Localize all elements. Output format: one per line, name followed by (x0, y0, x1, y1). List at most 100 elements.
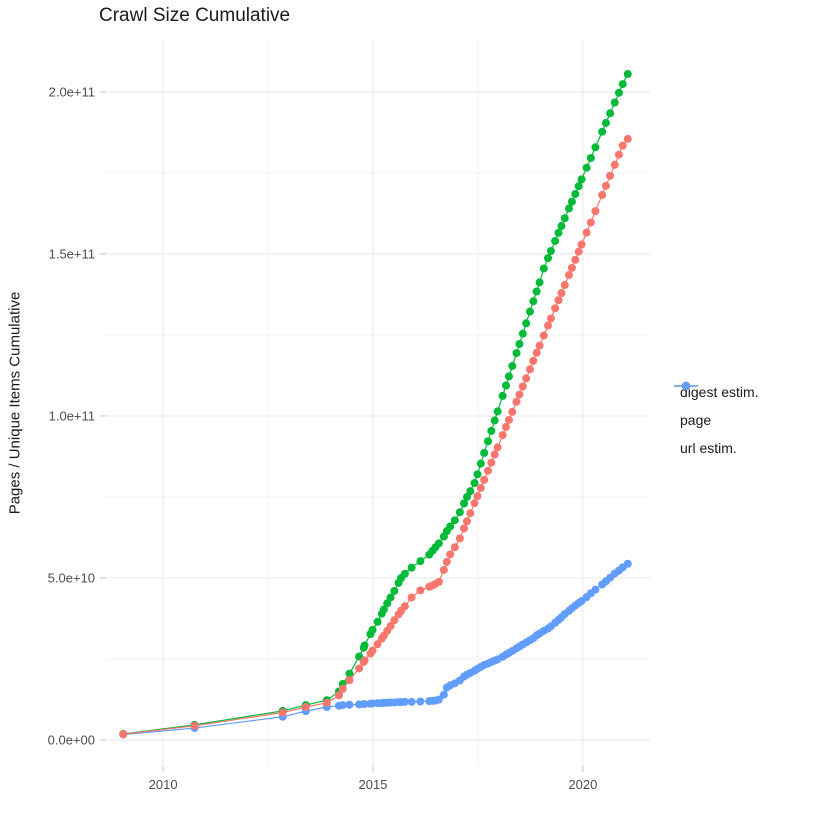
x-tick-label: 2010 (149, 777, 178, 792)
legend-label: digest estim. (680, 384, 759, 400)
data-point-digest-estim (567, 263, 576, 272)
legend: digest estim. page url estim. (671, 378, 759, 462)
data-point-page (483, 437, 492, 446)
data-point-digest-estim (487, 458, 496, 467)
data-point-page (434, 539, 443, 548)
data-point-digest-estim (571, 255, 580, 264)
data-point-digest-estim (525, 365, 534, 374)
data-point-digest-estim (476, 483, 485, 492)
data-point-page (460, 499, 469, 508)
data-point-url-estim (416, 697, 425, 706)
data-point-page (582, 163, 591, 172)
data-point-page (546, 246, 555, 255)
data-point-page (383, 599, 392, 608)
data-point-digest-estim (564, 270, 573, 279)
data-point-digest-estim (498, 431, 507, 440)
data-point-digest-estim (610, 160, 619, 169)
y-tick-label: 2.0e+11 (49, 84, 95, 99)
data-point-url-estim (360, 700, 369, 709)
data-point-digest-estim (512, 397, 521, 406)
data-point-digest-estim (407, 593, 416, 602)
data-point-digest-estim (529, 356, 538, 365)
data-point-digest-estim (504, 415, 513, 424)
data-point-digest-estim (606, 171, 615, 180)
data-point-digest-estim (466, 509, 475, 518)
data-point-digest-estim (591, 207, 600, 216)
data-point-page (532, 287, 541, 296)
data-point-digest-estim (439, 565, 448, 574)
data-point-digest-estim (373, 640, 382, 649)
data-point-page (508, 362, 517, 371)
data-point-page (557, 222, 566, 231)
data-point-page (614, 88, 623, 97)
data-point-page (416, 557, 425, 566)
data-point-page (512, 349, 521, 358)
data-point-page (618, 80, 627, 89)
data-point-digest-estim (386, 621, 395, 630)
data-point-digest-estim (601, 181, 610, 190)
data-point-page (529, 297, 538, 306)
data-point-digest-estim (416, 586, 425, 595)
data-point-page (476, 459, 485, 468)
data-point-page (554, 228, 563, 237)
data-point-digest-estim (455, 534, 464, 543)
data-point-digest-estim (483, 466, 492, 475)
data-point-page (574, 182, 583, 191)
data-point-digest-estim (345, 676, 354, 685)
data-point-page (544, 254, 552, 263)
data-point-page (446, 522, 455, 531)
data-point-digest-estim (450, 543, 459, 552)
data-point-digest-estim (390, 616, 399, 625)
data-point-digest-estim (322, 698, 331, 707)
data-point-url-estim (345, 700, 354, 709)
legend-label: page (680, 412, 712, 428)
data-point-page (379, 605, 388, 614)
data-point-page (490, 416, 499, 425)
data-point-page (567, 197, 576, 206)
data-point-digest-estim (480, 475, 489, 484)
y-tick-label: 0.0e+00 (48, 733, 95, 748)
data-point-digest-estim (462, 517, 471, 526)
data-point-digest-estim (614, 150, 623, 159)
data-point-digest-estim (577, 240, 586, 249)
legend-item-page: page (671, 381, 759, 434)
data-point-digest-estim (618, 141, 627, 150)
y-tick-label: 5.0e+10 (48, 571, 95, 586)
data-point-page (455, 508, 464, 517)
legend-label: url estim. (680, 440, 737, 456)
data-point-digest-estim (544, 321, 552, 330)
data-point-digest-estim (355, 664, 364, 673)
data-point-digest-estim (518, 382, 527, 391)
data-point-url-estim (623, 559, 632, 568)
data-point-url-estim (434, 695, 443, 704)
data-point-url-estim (400, 697, 409, 706)
data-point-page (522, 319, 531, 328)
data-point-page (473, 470, 482, 479)
data-point-url-estim (439, 690, 448, 699)
legend-item-url-estim: url estim. (671, 381, 759, 462)
data-point-url-estim (407, 697, 416, 706)
data-point-page (610, 98, 619, 107)
legend-key-point-icon (674, 381, 698, 391)
data-point-digest-estim (582, 228, 591, 237)
data-point-page (539, 264, 548, 273)
data-point-url-estim (591, 585, 600, 594)
data-point-digest-estim (278, 708, 287, 717)
data-point-digest-estim (490, 450, 499, 459)
data-point-page (345, 669, 354, 678)
data-point-digest-estim (508, 407, 517, 416)
data-point-digest-estim (400, 602, 409, 611)
data-point-page (560, 214, 569, 223)
chart-title: Crawl Size Cumulative (99, 5, 291, 26)
data-point-digest-estim (460, 524, 469, 533)
data-point-digest-estim (368, 646, 377, 655)
data-point-page (498, 391, 507, 400)
data-point-digest-estim (557, 289, 566, 298)
data-point-digest-estim (301, 703, 310, 712)
data-point-page (591, 143, 600, 152)
data-point-digest-estim (473, 492, 482, 501)
data-point-digest-estim (515, 390, 524, 399)
data-point-page (598, 127, 607, 136)
y-tick-label: 1.5e+11 (49, 246, 95, 261)
